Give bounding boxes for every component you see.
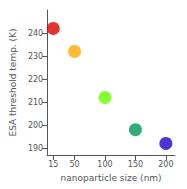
svg-text:100: 100 [97,160,112,169]
svg-text:200: 200 [28,121,43,130]
svg-text:50: 50 [69,160,79,169]
svg-text:15: 15 [48,160,58,169]
svg-text:240: 240 [28,29,43,38]
svg-text:220: 220 [28,75,43,84]
svg-text:nanoparticle size (nm): nanoparticle size (nm) [61,173,162,183]
svg-text:210: 210 [28,98,43,107]
svg-text:230: 230 [28,52,43,61]
svg-text:200: 200 [158,160,173,169]
svg-text:ESA threshold temp. (K): ESA threshold temp. (K) [8,28,18,136]
svg-text:190: 190 [28,144,43,153]
svg-text:150: 150 [128,160,143,169]
